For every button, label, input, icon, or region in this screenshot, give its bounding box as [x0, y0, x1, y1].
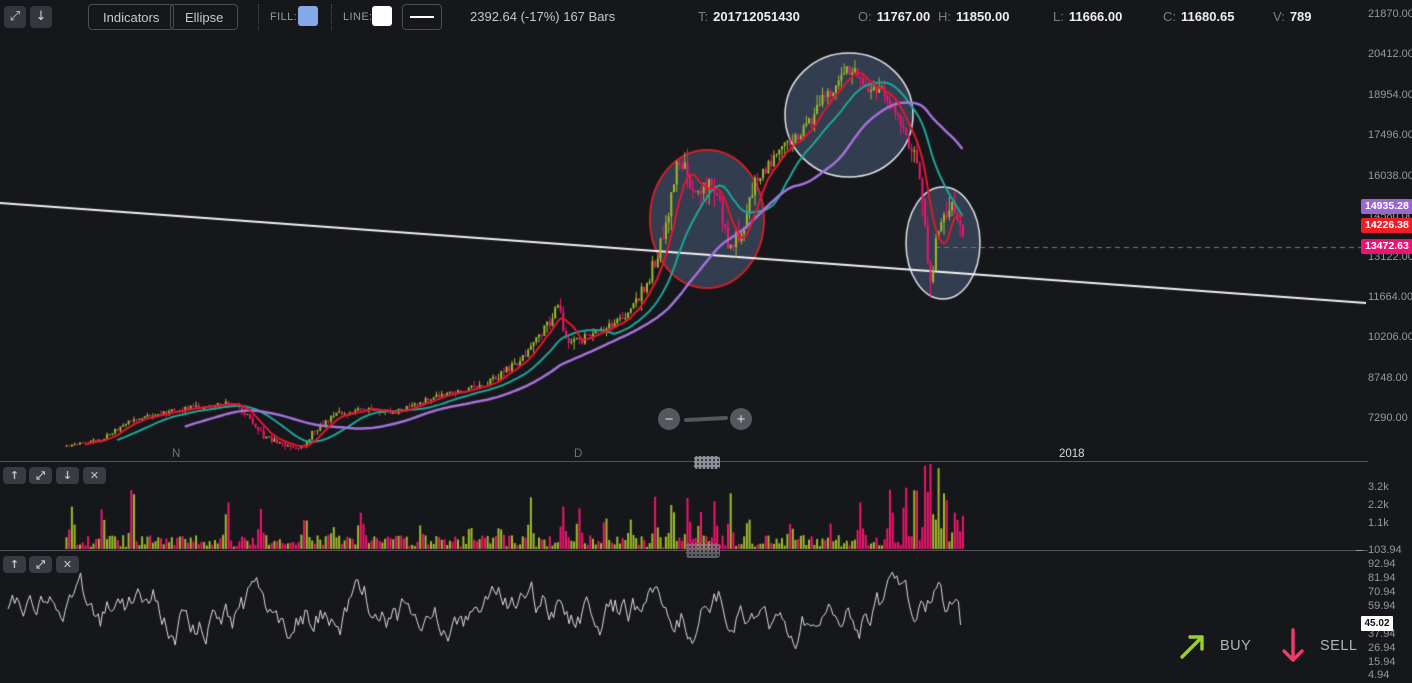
- sell-label: SELL: [1320, 638, 1358, 654]
- arrow-up-icon[interactable]: ↑: [3, 467, 26, 484]
- oscillator-axis-label: 26.94: [1368, 642, 1396, 654]
- stat-h: H: 11850.00: [938, 9, 1010, 24]
- fill-color-swatch[interactable]: [298, 6, 318, 26]
- line-color-swatch[interactable]: [372, 6, 392, 26]
- zoom-in-icon[interactable]: +: [730, 408, 752, 430]
- oscillator-pane-canvas[interactable]: [0, 551, 1366, 683]
- sell-button[interactable]: SELL: [1274, 626, 1363, 666]
- line-style-sample: [410, 16, 434, 18]
- oscillator-axis-label: 81.94: [1368, 572, 1396, 584]
- stat-label: C:: [1163, 9, 1176, 24]
- close-icon[interactable]: ✕: [83, 467, 106, 484]
- line-style-button[interactable]: [402, 4, 442, 30]
- buy-label: BUY: [1220, 638, 1252, 654]
- price-tag: 14935.28: [1361, 198, 1412, 214]
- timeline-grip-handle[interactable]: [694, 456, 720, 469]
- stat-l: L: 11666.00: [1053, 9, 1122, 24]
- sell-arrow-icon: [1282, 628, 1304, 662]
- price-axis-label: 18954.00: [1368, 88, 1412, 101]
- pane-separator[interactable]: [0, 550, 1368, 551]
- oscillator-value-tag: 45.02: [1361, 616, 1393, 631]
- stat-value: 11680.65: [1181, 9, 1235, 24]
- stat-o: O: 11767.00: [858, 9, 930, 24]
- time-axis-label: 2018: [1059, 448, 1085, 460]
- arrow-up-icon[interactable]: ↑: [3, 556, 26, 573]
- pane-grip-handle[interactable]: [686, 543, 720, 558]
- line-label: LINE:: [343, 11, 373, 23]
- price-axis-label: 8748.00: [1368, 371, 1408, 384]
- stat-value: 11767.00: [876, 9, 931, 24]
- stat-v: V: 789: [1273, 9, 1312, 24]
- close-icon[interactable]: ✕: [56, 556, 79, 573]
- maximize-icon[interactable]: ⤢: [4, 6, 26, 28]
- stat-label: V:: [1273, 9, 1285, 24]
- oscillator-axis-label: 92.94: [1368, 558, 1396, 570]
- top-toolbar: ⤢ ↓ Indicators Ellipse FILL: LINE: 2392.…: [0, 0, 1362, 33]
- fill-label: FILL:: [270, 11, 298, 23]
- oscillator-axis-label: 103.94: [1368, 544, 1402, 556]
- price-chart-canvas[interactable]: [0, 0, 1366, 462]
- arrow-down-icon[interactable]: ↓: [30, 6, 52, 28]
- stat-c: C: 11680.65: [1163, 9, 1235, 24]
- time-axis-label: N: [172, 448, 181, 460]
- stat-label: L:: [1053, 9, 1064, 24]
- toolbar-separator: [258, 4, 259, 30]
- volume-pane-canvas[interactable]: [0, 462, 1366, 550]
- indicators-button[interactable]: Indicators: [88, 4, 175, 30]
- pane-separator[interactable]: [0, 461, 1368, 462]
- maximize-icon[interactable]: ⤢: [29, 556, 52, 573]
- price-tag: 14226.38: [1361, 218, 1412, 234]
- oscillator-axis-label: 70.94: [1368, 586, 1396, 598]
- price-axis-label: 10206.00: [1368, 331, 1412, 344]
- stat-label: H:: [938, 9, 951, 24]
- price-axis-label: 7290.00: [1368, 412, 1408, 425]
- buy-arrow-icon: [1180, 635, 1204, 659]
- oscillator-axis-label: 15.94: [1368, 656, 1396, 668]
- oscillator-axis-label: 59.94: [1368, 600, 1396, 612]
- price-axis-label: 17496.00: [1368, 129, 1412, 142]
- toolbar-separator: [331, 4, 332, 30]
- volume-axis-label: 1.1k: [1368, 517, 1389, 529]
- maximize-icon[interactable]: ⤢: [29, 467, 52, 484]
- buy-button[interactable]: BUY: [1172, 630, 1257, 662]
- price-axis-label: 21870.00: [1368, 8, 1412, 20]
- stat-label: T:: [698, 9, 709, 24]
- stat-label: O:: [858, 9, 872, 24]
- ellipse-button[interactable]: Ellipse: [170, 4, 239, 30]
- oscillator-axis-label: 37.94: [1368, 628, 1396, 640]
- measurement-readout: 2392.64 (-17%) 167 Bars: [470, 9, 616, 24]
- price-tag: 13472.63: [1361, 239, 1412, 255]
- oscillator-axis-label: 4.94: [1368, 669, 1390, 681]
- price-axis-label: 16038.00: [1368, 169, 1412, 182]
- arrow-down-icon[interactable]: ↓: [56, 467, 79, 484]
- zoom-out-icon[interactable]: −: [658, 408, 680, 430]
- volume-axis-label: 3.2k: [1368, 481, 1389, 493]
- stat-t: T: 201712051430: [698, 9, 800, 24]
- stat-value: 11666.00: [1068, 9, 1123, 24]
- volume-axis-label: 2.2k: [1368, 499, 1389, 511]
- stat-value: 201712051430: [713, 9, 800, 24]
- price-axis-label: 11664.00: [1368, 290, 1412, 303]
- time-axis-label: D: [574, 448, 583, 460]
- axis-tick: [1356, 550, 1363, 551]
- price-axis-label: 20412.00: [1368, 48, 1412, 61]
- stat-value: 11850.00: [956, 9, 1010, 24]
- stat-value: 789: [1289, 9, 1312, 24]
